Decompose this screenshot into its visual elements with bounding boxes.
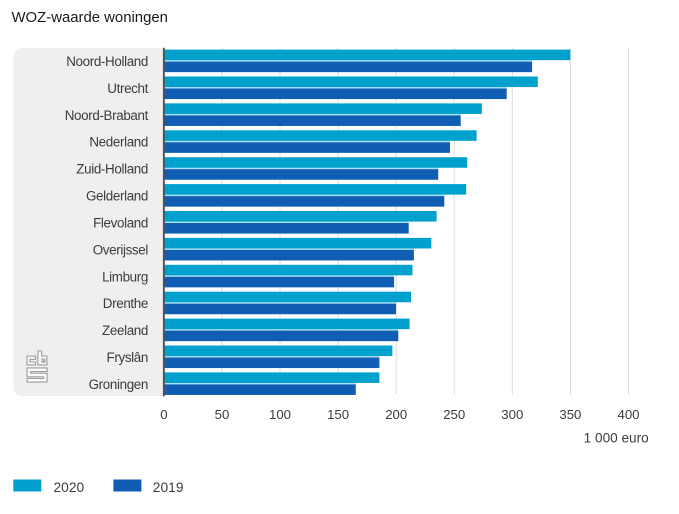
svg-text:0: 0	[160, 407, 167, 422]
svg-text:Nederland: Nederland	[89, 135, 148, 150]
svg-text:1 000 euro: 1 000 euro	[584, 431, 649, 446]
svg-text:250: 250	[443, 407, 465, 422]
svg-text:Limburg: Limburg	[102, 269, 148, 284]
svg-text:200: 200	[385, 407, 407, 422]
svg-text:Overijssel: Overijssel	[93, 242, 149, 257]
svg-text:Drenthe: Drenthe	[103, 296, 148, 311]
svg-text:Zuid-Holland: Zuid-Holland	[76, 162, 148, 177]
svg-text:Noord-Brabant: Noord-Brabant	[65, 108, 149, 123]
svg-text:Groningen: Groningen	[89, 377, 148, 392]
svg-text:Utrecht: Utrecht	[107, 81, 148, 96]
svg-text:WOZ-waarde woningen: WOZ-waarde woningen	[12, 10, 168, 26]
svg-text:Noord-Holland: Noord-Holland	[66, 54, 148, 69]
svg-text:2020: 2020	[54, 480, 85, 495]
svg-text:2019: 2019	[153, 480, 184, 495]
svg-text:50: 50	[215, 407, 230, 422]
svg-text:400: 400	[617, 407, 639, 422]
svg-text:Gelderland: Gelderland	[86, 189, 148, 204]
svg-text:100: 100	[269, 407, 291, 422]
svg-text:Zeeland: Zeeland	[102, 323, 148, 338]
svg-text:300: 300	[501, 407, 523, 422]
svg-text:150: 150	[327, 407, 349, 422]
svg-text:Flevoland: Flevoland	[93, 215, 148, 230]
svg-text:350: 350	[559, 407, 581, 422]
svg-text:Fryslân: Fryslân	[107, 350, 148, 365]
